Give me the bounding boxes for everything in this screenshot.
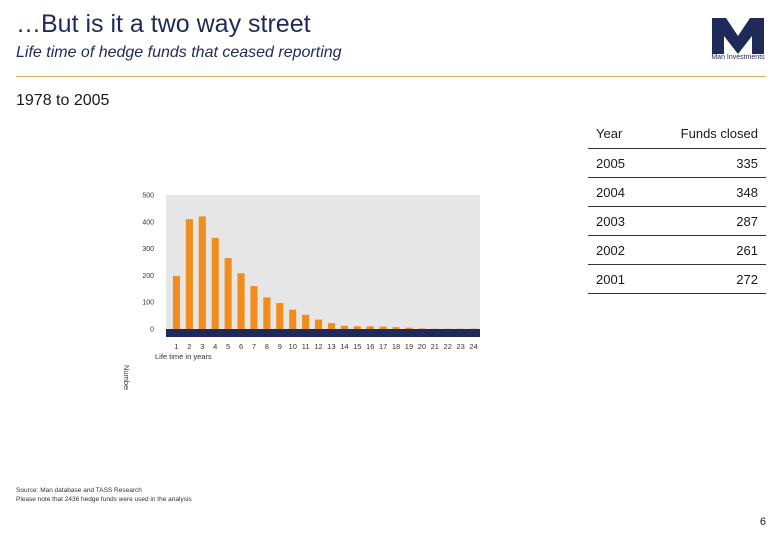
bar-year-18 bbox=[392, 327, 400, 329]
table-row: 2004 348 bbox=[588, 177, 766, 207]
table-cell-year: 2002 bbox=[588, 235, 642, 265]
x-tick-label: 23 bbox=[456, 342, 464, 351]
analysis-note-line: Please note that 2436 hedge funds were u… bbox=[16, 496, 192, 503]
table-row: 2005 335 bbox=[588, 148, 766, 178]
page-number: 6 bbox=[759, 516, 766, 528]
bar-year-4 bbox=[211, 237, 219, 329]
y-tick-label: 300 bbox=[142, 246, 154, 253]
table-cell-year: 2004 bbox=[588, 177, 642, 207]
x-tick-label: 14 bbox=[340, 342, 348, 351]
x-tick-label: 18 bbox=[392, 342, 400, 351]
x-tick-label: 22 bbox=[444, 342, 452, 351]
bar-year-17 bbox=[379, 326, 387, 329]
x-tick-label: 11 bbox=[302, 342, 310, 351]
x-tick-label: 10 bbox=[289, 342, 297, 351]
x-tick-label: 15 bbox=[353, 342, 361, 351]
x-tick-label: 6 bbox=[239, 342, 243, 351]
table-row: 2002 261 bbox=[588, 235, 766, 265]
bar-year-1 bbox=[172, 275, 181, 329]
bar-year-19 bbox=[405, 327, 413, 329]
period-label: 1978 to 2005 bbox=[16, 92, 110, 109]
table-cell-funds-closed: 287 bbox=[641, 206, 766, 236]
table-header-row: Year Funds closed bbox=[588, 118, 766, 149]
table-cell-year: 2003 bbox=[588, 206, 642, 236]
man-logo-icon bbox=[712, 18, 764, 54]
x-tick-label: 3 bbox=[200, 342, 204, 351]
bar-year-8 bbox=[263, 297, 271, 329]
y-axis-label: Number of funds bbox=[122, 365, 131, 390]
x-tick-label: 21 bbox=[431, 342, 439, 351]
bar-year-15 bbox=[353, 326, 361, 329]
x-tick-label: 9 bbox=[278, 342, 282, 351]
x-axis-bar bbox=[166, 329, 480, 337]
funds-closed-table: Year Funds closed 2005 335 2004 348 2003… bbox=[588, 118, 766, 294]
table-cell-year: 2005 bbox=[588, 148, 642, 178]
bar-year-20 bbox=[418, 328, 426, 329]
x-tick-label: 20 bbox=[418, 342, 426, 351]
bar-year-2 bbox=[185, 219, 193, 329]
bar-year-12 bbox=[314, 319, 323, 329]
bar-year-14 bbox=[340, 325, 348, 329]
x-tick-label: 4 bbox=[213, 342, 217, 351]
table-row: 2003 287 bbox=[588, 206, 766, 236]
page-title: …But is it a two way street bbox=[16, 10, 311, 38]
x-tick-label: 19 bbox=[405, 342, 413, 351]
bar-year-10 bbox=[289, 309, 297, 329]
table-cell-funds-closed: 272 bbox=[641, 264, 766, 294]
table-cell-funds-closed: 348 bbox=[641, 177, 766, 207]
x-tick-label: 2 bbox=[187, 342, 191, 351]
table-cell-year: 2001 bbox=[588, 264, 642, 294]
bar-year-3 bbox=[198, 216, 206, 329]
y-tick-label: 100 bbox=[142, 300, 154, 307]
x-tick-label: 16 bbox=[366, 342, 374, 351]
bar-year-5 bbox=[224, 257, 232, 329]
y-tick-label: 400 bbox=[142, 219, 154, 226]
bar-year-6 bbox=[237, 273, 245, 329]
x-tick-label: 1 bbox=[174, 342, 178, 351]
y-tick-label: 0 bbox=[150, 327, 154, 334]
bar-year-7 bbox=[250, 286, 258, 329]
x-tick-label: 5 bbox=[226, 342, 230, 351]
header-divider bbox=[16, 76, 766, 77]
table-row: 2001 272 bbox=[588, 264, 766, 294]
column-header-funds-closed: Funds closed bbox=[641, 118, 766, 149]
funds-closed-table-wrap: Year Funds closed 2005 335 2004 348 2003… bbox=[588, 118, 766, 294]
source-line: Source: Man database and TASS Research bbox=[16, 487, 142, 494]
bar-year-11 bbox=[302, 314, 310, 329]
bar-year-9 bbox=[276, 303, 284, 329]
x-tick-label: 13 bbox=[327, 342, 335, 351]
y-tick-label: 200 bbox=[142, 273, 154, 280]
x-tick-label: 12 bbox=[314, 342, 322, 351]
page-subtitle: Life time of hedge funds that ceased rep… bbox=[16, 44, 342, 61]
logo-text: Man Investments bbox=[711, 54, 765, 61]
x-tick-label: 7 bbox=[252, 342, 256, 351]
x-tick-label: 8 bbox=[265, 342, 269, 351]
x-tick-label: 17 bbox=[379, 342, 387, 351]
column-header-year: Year bbox=[588, 118, 642, 149]
source-note: Source: Man database and TASS Research P… bbox=[16, 486, 192, 504]
x-tick-label: 24 bbox=[469, 342, 477, 351]
x-axis-label: Life time in years bbox=[155, 352, 212, 361]
table-cell-funds-closed: 261 bbox=[641, 235, 766, 265]
bar-year-16 bbox=[366, 326, 374, 329]
y-tick-label: 500 bbox=[142, 193, 154, 200]
table-cell-funds-closed: 335 bbox=[641, 148, 766, 178]
bar-year-13 bbox=[327, 323, 336, 329]
